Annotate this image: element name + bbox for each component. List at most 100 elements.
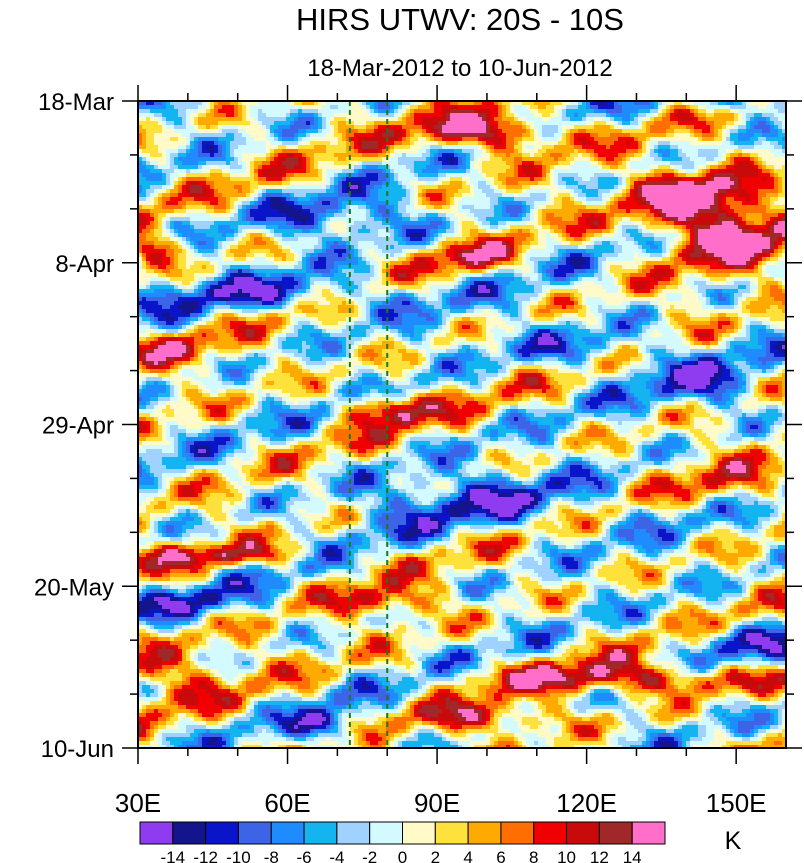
field-cell: [762, 137, 767, 142]
field-cell: [702, 189, 707, 194]
field-cell: [518, 149, 523, 154]
field-cell: [342, 109, 347, 114]
field-cell: [726, 169, 731, 174]
field-cell: [774, 129, 779, 134]
field-cell: [374, 137, 379, 142]
field-cell: [762, 193, 767, 198]
field-cell: [378, 217, 383, 222]
field-cell: [570, 173, 575, 178]
field-cell: [730, 149, 735, 154]
field-cell: [434, 137, 439, 142]
field-cell: [342, 161, 347, 166]
field-cell: [758, 213, 763, 218]
field-cell: [366, 205, 371, 210]
field-cell: [414, 129, 419, 134]
field-cell: [402, 217, 407, 222]
field-cell: [586, 205, 591, 210]
field-cell: [190, 149, 195, 154]
field-cell: [382, 197, 387, 202]
field-cell: [178, 141, 183, 146]
field-cell: [398, 109, 403, 114]
field-cell: [438, 133, 443, 138]
field-cell: [590, 109, 595, 114]
field-cell: [470, 221, 475, 226]
field-cell: [350, 189, 355, 194]
field-cell: [354, 201, 359, 206]
field-cell: [314, 137, 319, 142]
field-cell: [738, 201, 743, 206]
field-cell: [334, 153, 339, 158]
field-cell: [474, 173, 479, 178]
field-cell: [250, 213, 255, 218]
field-cell: [598, 129, 603, 134]
field-cell: [606, 197, 611, 202]
field-cell: [498, 177, 503, 182]
field-cell: [286, 197, 291, 202]
field-cell: [278, 169, 283, 174]
field-cell: [270, 133, 275, 138]
field-cell: [626, 133, 631, 138]
field-cell: [686, 161, 691, 166]
field-cell: [146, 117, 151, 122]
field-cell: [154, 201, 159, 206]
field-cell: [378, 197, 383, 202]
field-cell: [610, 217, 615, 222]
field-cell: [654, 113, 659, 118]
field-cell: [314, 145, 319, 150]
field-cell: [342, 221, 347, 226]
field-cell: [330, 157, 335, 162]
chart-subtitle: 18-Mar-2012 to 10-Jun-2012: [0, 55, 804, 83]
field-cell: [378, 149, 383, 154]
field-cell: [202, 209, 207, 214]
field-cell: [346, 185, 351, 190]
field-cell: [482, 205, 487, 210]
field-cell: [474, 217, 479, 222]
field-cell: [230, 201, 235, 206]
field-cell: [370, 193, 375, 198]
field-cell: [714, 217, 719, 222]
field-cell: [746, 193, 751, 198]
field-cell: [306, 149, 311, 154]
field-cell: [258, 189, 263, 194]
field-cell: [138, 181, 143, 186]
field-cell: [574, 121, 579, 126]
field-cell: [642, 105, 647, 110]
field-cell: [450, 221, 455, 226]
field-cell: [434, 213, 439, 218]
field-cell: [706, 217, 711, 222]
field-cell: [670, 141, 675, 146]
field-cell: [246, 165, 251, 170]
field-cell: [782, 173, 786, 178]
field-cell: [570, 117, 575, 122]
field-cell: [462, 185, 467, 190]
field-cell: [582, 189, 587, 194]
field-cell: [422, 101, 427, 106]
field-cell: [718, 157, 723, 162]
field-cell: [458, 129, 463, 134]
field-cell: [686, 101, 691, 106]
field-cell: [346, 137, 351, 142]
field-cell: [306, 169, 311, 174]
field-cell: [470, 173, 475, 178]
field-cell: [190, 201, 195, 206]
field-cell: [626, 105, 631, 110]
field-cell: [282, 109, 287, 114]
field-cell: [258, 153, 263, 158]
field-cell: [574, 213, 579, 218]
field-cell: [598, 141, 603, 146]
field-cell: [674, 217, 679, 222]
field-cell: [214, 161, 219, 166]
field-cell: [778, 193, 783, 198]
field-cell: [558, 153, 563, 158]
field-cell: [490, 133, 495, 138]
field-cell: [506, 169, 511, 174]
field-cell: [666, 177, 671, 182]
field-cell: [326, 153, 331, 158]
field-cell: [238, 149, 243, 154]
field-cell: [350, 125, 355, 130]
field-cell: [198, 157, 203, 162]
field-cell: [666, 169, 671, 174]
field-cell: [282, 113, 287, 118]
field-cell: [766, 169, 771, 174]
field-cell: [306, 185, 311, 190]
